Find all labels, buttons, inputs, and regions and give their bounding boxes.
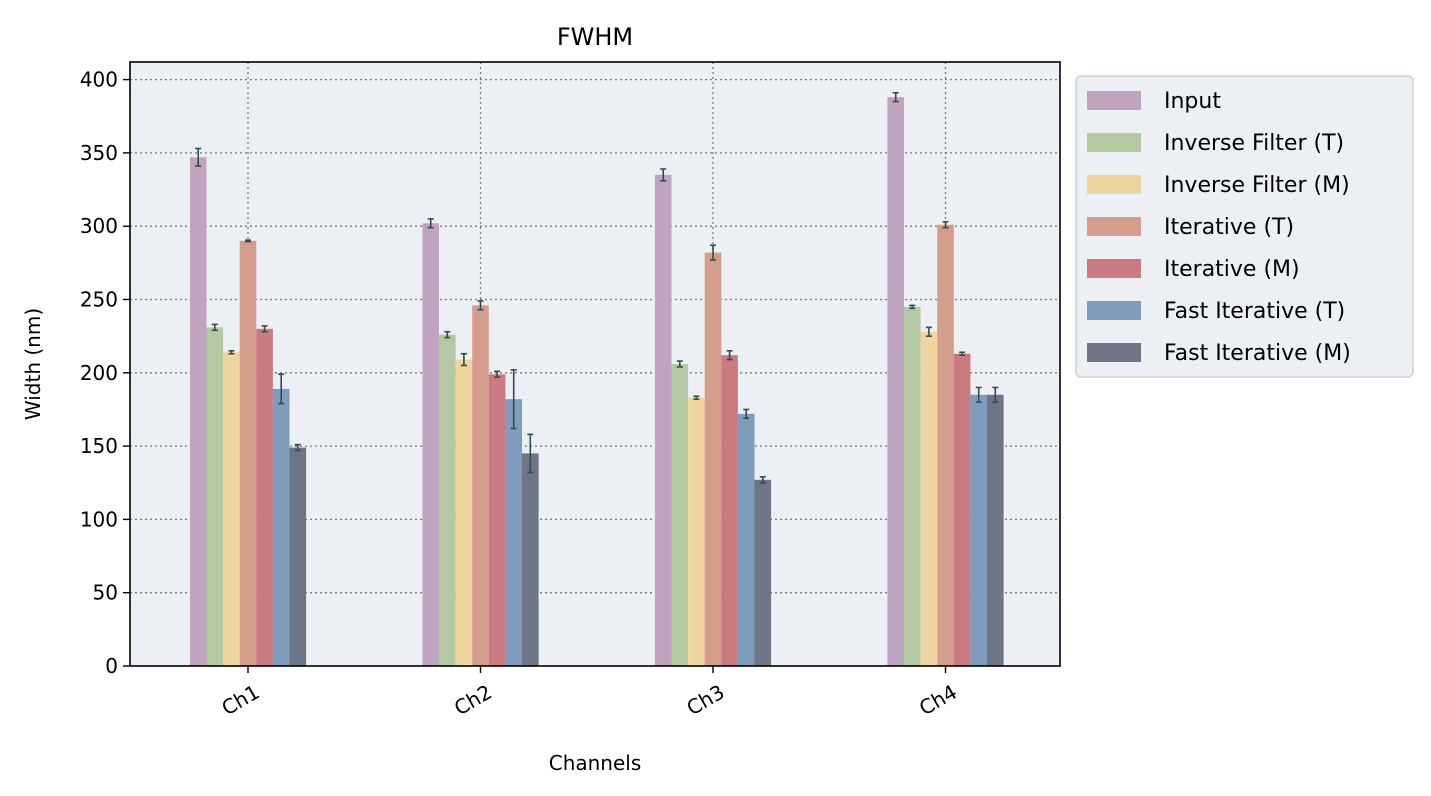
y-tick-label: 350 [80, 141, 118, 165]
bar [239, 240, 257, 666]
y-tick-label: 100 [80, 507, 118, 531]
bar [970, 394, 987, 666]
x-axis-ticks: Ch1 Ch2 Ch3 Ch4 [217, 666, 961, 720]
y-tick-label: 50 [93, 581, 118, 605]
error-bar [710, 244, 716, 261]
x-axis-title: Channels [549, 751, 642, 775]
bar [754, 479, 772, 666]
legend-label: Input [1164, 89, 1221, 114]
error-bar [261, 325, 268, 333]
bar [688, 397, 705, 666]
error-bar [510, 369, 517, 430]
y-tick-label: 150 [80, 434, 118, 458]
legend-label: Iterative (M) [1164, 257, 1300, 282]
y-tick-label: 400 [80, 68, 118, 92]
bar [256, 328, 273, 666]
legend-label: Fast Iterative (T) [1164, 299, 1345, 324]
y-tick-label: 200 [80, 361, 118, 385]
error-bar [195, 147, 202, 167]
error-bar [959, 351, 966, 357]
y-tick-label: 0 [105, 654, 118, 678]
bar [920, 331, 938, 666]
legend-swatch [1087, 259, 1141, 278]
error-bar [527, 433, 534, 474]
error-bar [494, 370, 501, 378]
error-bar [726, 350, 733, 361]
legend-frame [1075, 75, 1414, 378]
bar [887, 97, 904, 667]
bar [904, 306, 921, 666]
legend-label: Inverse Filter (M) [1164, 173, 1350, 198]
error-bar [743, 408, 750, 420]
bars [189, 97, 1004, 667]
error-bar [460, 352, 467, 367]
error-bar [676, 360, 683, 368]
error-bar [942, 220, 949, 229]
y-tick-label: 250 [80, 287, 118, 311]
error-bars [195, 91, 999, 484]
plot-frame [129, 61, 1061, 667]
bar [272, 388, 290, 666]
legend: Input Inverse Filter (T) Inverse Filter (M… [1075, 75, 1414, 378]
x-tick-label: Ch2 [450, 680, 496, 720]
legend-label: Iterative (T) [1164, 215, 1294, 240]
error-bar [892, 91, 899, 103]
error-bar [278, 373, 285, 405]
y-tick-label: 300 [80, 214, 118, 238]
bar [937, 224, 954, 666]
error-bar [992, 386, 999, 403]
bar [522, 453, 539, 666]
y-axis-title: Width (nm) [21, 308, 45, 420]
bar [488, 374, 506, 666]
bar [206, 327, 224, 666]
bar [704, 252, 722, 666]
bar [439, 334, 456, 666]
bar [953, 353, 971, 666]
error-bar [925, 326, 932, 337]
x-tick-label: Ch4 [915, 680, 961, 720]
legend-swatch [1087, 343, 1141, 362]
error-bar [759, 476, 766, 484]
bar [455, 359, 473, 666]
legend-swatch [1087, 175, 1141, 194]
x-tick-label: Ch3 [682, 680, 728, 720]
legend-swatch [1087, 217, 1141, 236]
bar [737, 413, 755, 666]
legend-label: Inverse Filter (T) [1164, 131, 1344, 156]
error-bar [693, 395, 700, 400]
chart-title: FWHM [557, 23, 633, 51]
error-bar [660, 168, 667, 182]
bar [654, 174, 672, 667]
error-bar [245, 239, 251, 243]
error-bar [909, 304, 916, 310]
bar [721, 355, 738, 666]
bar [671, 364, 689, 666]
error-bar [427, 218, 434, 229]
legend-swatch [1087, 133, 1141, 152]
y-axis-ticks: 0 50 100 150 200 250 300 350 400 [80, 68, 130, 678]
legend-label: Fast Iterative (M) [1164, 341, 1351, 366]
bar [505, 399, 522, 666]
x-tick-label: Ch1 [217, 680, 263, 720]
bar [189, 157, 207, 666]
error-bar [294, 443, 301, 452]
bar [289, 447, 307, 666]
error-bar [444, 330, 451, 339]
error-bar [211, 323, 218, 332]
bar [422, 223, 439, 666]
error-bar [975, 386, 982, 403]
error-bar [228, 350, 235, 355]
legend-swatch [1087, 301, 1141, 320]
bar [223, 352, 240, 666]
error-bar [477, 300, 484, 311]
bar [987, 394, 1004, 666]
legend-swatch [1087, 91, 1141, 110]
bar [472, 305, 489, 666]
